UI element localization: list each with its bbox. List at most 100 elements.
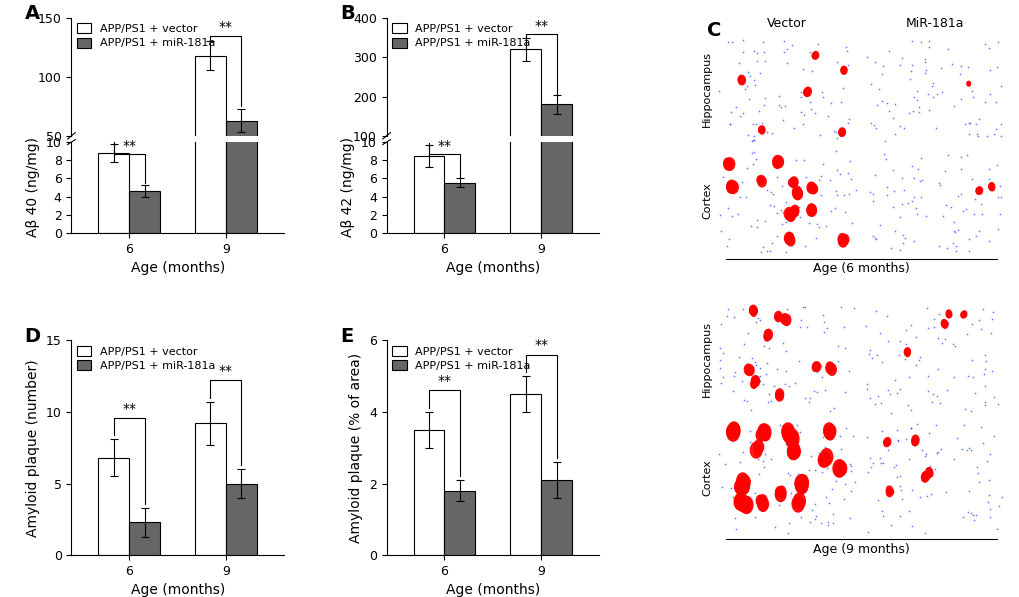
Point — [754, 443, 770, 453]
Circle shape — [806, 205, 815, 216]
Point — [746, 80, 762, 90]
Point — [902, 405, 918, 414]
Point — [891, 61, 907, 70]
Circle shape — [751, 380, 756, 387]
Circle shape — [905, 349, 909, 354]
Point — [917, 491, 933, 500]
Circle shape — [836, 461, 844, 472]
Circle shape — [751, 376, 759, 387]
Circle shape — [886, 486, 892, 495]
Point — [988, 160, 1005, 170]
Circle shape — [734, 494, 745, 510]
Point — [720, 234, 737, 244]
Point — [755, 101, 771, 110]
Circle shape — [975, 187, 980, 195]
Point — [820, 498, 837, 507]
Point — [952, 61, 968, 71]
Point — [765, 202, 782, 211]
Circle shape — [941, 320, 946, 327]
Point — [945, 217, 961, 227]
Point — [840, 118, 856, 127]
Point — [746, 448, 762, 458]
Text: **: ** — [437, 374, 451, 388]
Point — [902, 423, 918, 433]
Point — [827, 146, 844, 156]
Point — [762, 187, 779, 197]
Point — [813, 160, 829, 170]
Point — [838, 46, 854, 56]
Circle shape — [728, 423, 737, 436]
Circle shape — [966, 82, 970, 86]
Circle shape — [807, 204, 813, 212]
Circle shape — [838, 129, 844, 136]
Bar — [99, 153, 129, 233]
Point — [836, 387, 852, 396]
Point — [749, 313, 765, 322]
Point — [871, 398, 888, 408]
Point — [732, 192, 748, 201]
Point — [899, 400, 915, 410]
Point — [989, 501, 1006, 510]
Point — [712, 482, 729, 492]
Point — [904, 485, 920, 495]
Point — [970, 115, 986, 124]
Point — [910, 102, 926, 112]
Text: **: ** — [534, 19, 547, 33]
Point — [758, 246, 774, 256]
Point — [906, 92, 922, 101]
Point — [886, 186, 902, 196]
Point — [771, 420, 788, 430]
Point — [944, 239, 960, 248]
Point — [801, 517, 817, 527]
Point — [751, 171, 767, 181]
Point — [993, 192, 1009, 202]
Point — [765, 381, 782, 390]
Circle shape — [783, 316, 787, 322]
Point — [774, 208, 791, 217]
Point — [912, 38, 928, 47]
Circle shape — [773, 312, 782, 322]
Circle shape — [825, 362, 833, 371]
Y-axis label: Amyloid plaque (number): Amyloid plaque (number) — [26, 359, 40, 537]
Circle shape — [772, 155, 782, 168]
Point — [752, 247, 768, 257]
Point — [784, 40, 800, 50]
Circle shape — [960, 312, 965, 318]
Circle shape — [757, 176, 765, 187]
Point — [980, 66, 997, 75]
Point — [988, 193, 1005, 202]
Point — [879, 445, 896, 455]
Point — [791, 427, 807, 437]
Point — [812, 190, 828, 199]
Point — [891, 213, 907, 222]
Circle shape — [792, 187, 800, 197]
Circle shape — [961, 312, 965, 317]
Point — [812, 361, 828, 371]
Circle shape — [987, 183, 994, 190]
Bar — [540, 480, 572, 555]
Point — [928, 447, 945, 457]
Circle shape — [925, 467, 930, 476]
Point — [803, 66, 819, 76]
Circle shape — [758, 497, 767, 510]
Point — [722, 107, 739, 117]
Text: **: ** — [122, 402, 137, 416]
Point — [943, 60, 959, 69]
Point — [879, 106, 896, 116]
Point — [952, 152, 968, 162]
Point — [818, 323, 835, 333]
Point — [905, 173, 921, 183]
Point — [744, 380, 760, 390]
Point — [776, 101, 793, 110]
Point — [931, 398, 948, 408]
Point — [872, 97, 889, 106]
Point — [801, 466, 817, 475]
Circle shape — [805, 90, 810, 96]
Y-axis label: Amyloid plaque (% of area): Amyloid plaque (% of area) — [348, 353, 363, 543]
Circle shape — [735, 480, 746, 494]
Point — [756, 93, 772, 103]
Point — [980, 165, 997, 174]
Point — [903, 36, 919, 45]
Point — [987, 524, 1004, 533]
Point — [931, 445, 948, 454]
